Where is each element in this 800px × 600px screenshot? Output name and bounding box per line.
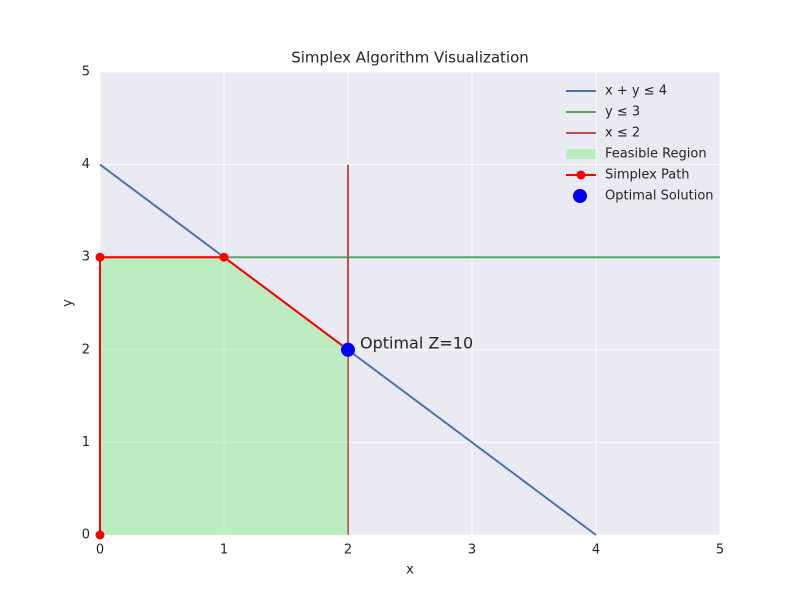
legend-swatch <box>566 149 596 159</box>
optimal-point <box>341 342 355 357</box>
y-tick-label: 5 <box>82 65 90 80</box>
x-tick-label: 5 <box>716 543 724 558</box>
legend-label: y ≤ 3 <box>605 105 640 120</box>
x-tick-label: 0 <box>96 543 104 558</box>
path-vertex <box>95 530 105 540</box>
annotation: Optimal Z=10 <box>360 333 473 352</box>
x-axis-label: x <box>406 563 414 578</box>
path-vertex <box>219 252 229 262</box>
y-tick-label: 1 <box>82 435 90 450</box>
path-vertex <box>95 252 105 262</box>
y-tick-label: 2 <box>82 342 90 357</box>
legend-swatch <box>576 170 586 180</box>
feasible-region <box>100 257 348 535</box>
y-tick-label: 4 <box>82 157 90 172</box>
legend: x + y ≤ 4 y ≤ 3 x ≤ 2 Feasible Region Simple… <box>566 84 714 204</box>
y-tick-label: 0 <box>82 528 90 543</box>
legend-label: x ≤ 2 <box>605 126 640 141</box>
x-tick-label: 1 <box>220 543 228 558</box>
x-tick-label: 2 <box>344 543 352 558</box>
legend-swatch <box>573 189 587 203</box>
chart-title: Simplex Algorithm Visualization <box>291 49 529 67</box>
x-tick-label: 3 <box>468 543 476 558</box>
marks: Optimal Z=10 <box>95 163 720 540</box>
y-tick-label: 3 <box>82 250 90 265</box>
legend-label: Optimal Solution <box>605 189 714 204</box>
x-tick-label: 4 <box>592 543 600 558</box>
legend-label: Simplex Path <box>605 168 690 183</box>
legend-label: Feasible Region <box>605 147 707 162</box>
y-axis-label: y <box>61 299 76 307</box>
legend-label: x + y ≤ 4 <box>605 84 667 99</box>
simplex-path <box>99 256 349 535</box>
